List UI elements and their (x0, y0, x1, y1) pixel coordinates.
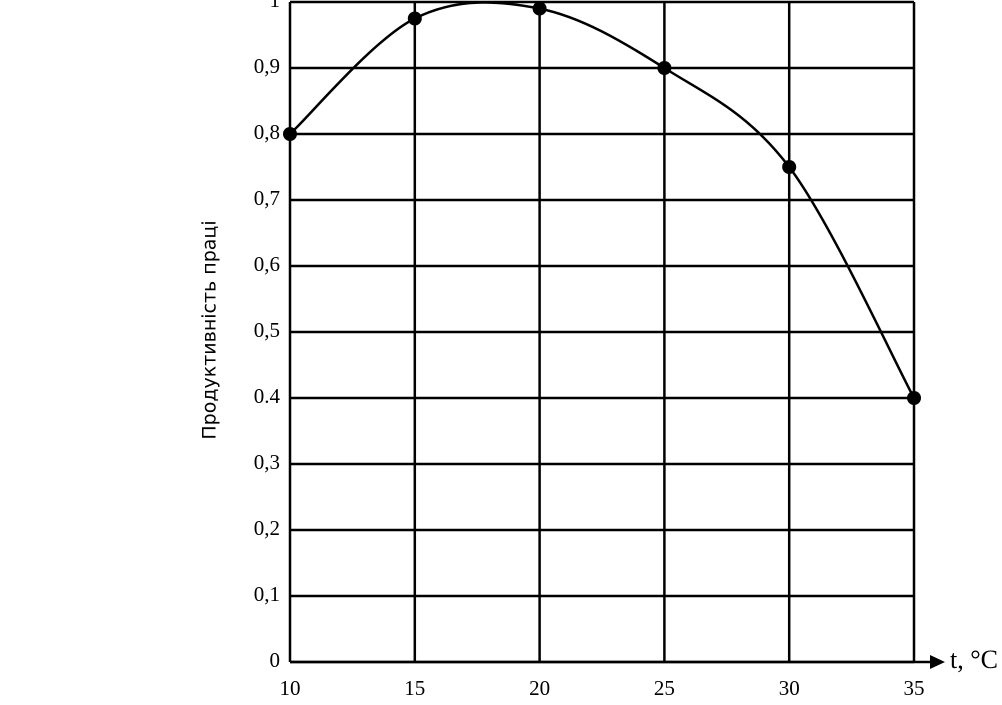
y-tick-label: 0,3 (254, 450, 280, 474)
line (289, 1, 916, 399)
x-tick-label: 30 (779, 676, 800, 700)
x-tick-label: 35 (904, 676, 925, 700)
y-tick-label: 0,7 (254, 186, 280, 210)
y-tick-label: 1 (270, 0, 281, 12)
point (907, 391, 921, 405)
x-tick-label: 20 (529, 676, 550, 700)
x-tick-label: 10 (280, 676, 301, 700)
axis-arrow (930, 655, 945, 669)
y-tick-label: 0,5 (254, 318, 280, 342)
x-tick-label: 25 (654, 676, 675, 700)
point (532, 1, 547, 16)
y-tick-label: 0.4 (254, 384, 281, 408)
point (657, 61, 672, 75)
y-tick-label: 0,8 (254, 120, 280, 144)
y-tick-label: 0,2 (254, 516, 280, 540)
y-tick-label: 0 (270, 648, 281, 672)
point (283, 127, 297, 141)
point (407, 11, 422, 26)
x-tick-label: 15 (404, 676, 425, 700)
y-tick-label: 0,1 (254, 582, 280, 606)
x-axis-label: t, °C (950, 645, 998, 674)
point (782, 160, 797, 174)
y-tick-label: 0,9 (254, 54, 280, 78)
y-tick-label: 0,6 (254, 252, 280, 276)
y-axis-label: Продуктивність праці (199, 220, 221, 439)
